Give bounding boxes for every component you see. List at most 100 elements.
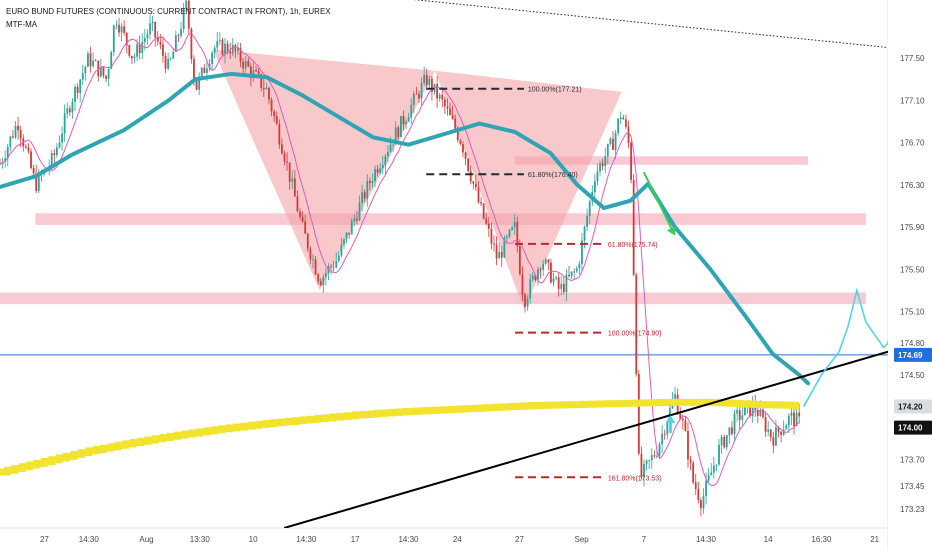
green-arrow [642, 171, 676, 236]
candle [640, 446, 643, 480]
candle [234, 43, 237, 59]
pattern-triangle-0 [213, 49, 436, 291]
candle [151, 15, 154, 32]
candle [635, 272, 638, 377]
candle-body [687, 431, 689, 460]
time-tick-label: 14:30 [296, 535, 317, 544]
indicator-label[interactable]: MTF-MA [6, 20, 38, 29]
candle-body [224, 43, 226, 55]
price-tick-label: 173.23 [900, 505, 925, 514]
candle-body [239, 48, 242, 62]
candle-body [446, 106, 449, 109]
candle-body [418, 93, 420, 99]
candle [622, 114, 625, 120]
candle [105, 75, 107, 83]
candle-body [146, 34, 149, 39]
price-tick-label: 176.30 [900, 181, 925, 190]
zone-1 [0, 292, 866, 305]
candle [464, 151, 467, 166]
candle-body [218, 39, 221, 41]
candle-body [405, 121, 407, 125]
candle [539, 267, 542, 279]
candle-body [247, 61, 250, 67]
candle [87, 50, 89, 68]
candle [177, 33, 180, 43]
candle [278, 119, 281, 149]
candle-body [570, 271, 573, 277]
candle [63, 104, 66, 142]
candle [487, 216, 490, 238]
candle-body [433, 83, 436, 92]
candle-body [599, 163, 601, 172]
price-tag-label: 174.20 [898, 403, 923, 412]
candle [14, 121, 17, 140]
candle-body [498, 251, 501, 259]
time-axis[interactable]: 27 14:30 Aug 13:30 10 14:30 17 14:30 24 27 Sep 7 14:… [40, 535, 880, 544]
candle-body [700, 500, 702, 509]
price-axis[interactable]: 177.50 177.10 176.70 176.30 175.90 175.50 175.… [888, 0, 932, 550]
candle [764, 411, 767, 437]
candle-body [6, 146, 9, 159]
candle-body [79, 79, 82, 94]
candle-body [177, 35, 180, 37]
candle [376, 164, 379, 177]
candle-body [242, 61, 245, 69]
candle [340, 237, 343, 258]
candle [661, 425, 664, 454]
candle-body [767, 429, 770, 432]
candle [472, 180, 475, 190]
candle-body [529, 279, 532, 299]
candle [518, 239, 521, 276]
candle [291, 170, 294, 189]
candle-body [617, 118, 620, 133]
candle-body [265, 87, 268, 90]
candle-body [216, 40, 219, 48]
candle [544, 257, 547, 266]
candle [324, 268, 327, 286]
candle-body [485, 218, 488, 224]
price-tag-grey[interactable]: 174.20 [894, 399, 932, 414]
candle [712, 456, 715, 479]
price-tag-blue[interactable]: 174.69 [894, 347, 932, 362]
candle-body [58, 142, 61, 148]
candle-body [340, 244, 343, 256]
candle-body [397, 127, 400, 138]
candle [526, 295, 529, 311]
candle-body [376, 169, 379, 173]
candle-body [389, 144, 392, 152]
candle [120, 23, 123, 42]
candle-body [24, 146, 27, 148]
candle [743, 406, 746, 416]
candle-body [281, 144, 283, 154]
candle [728, 427, 731, 444]
cyan-arrow [665, 415, 676, 433]
candle-body [296, 196, 299, 212]
candle-body [324, 273, 327, 278]
candle-body [462, 144, 464, 153]
candle [112, 24, 115, 56]
candle [218, 32, 221, 45]
candle-body [710, 472, 713, 476]
candle [632, 173, 635, 277]
time-tick-label: 17 [351, 535, 360, 544]
candle-body [423, 74, 426, 84]
candle-body [500, 251, 503, 258]
candle [89, 46, 92, 73]
price-tag-black[interactable]: 174.00 [894, 420, 932, 435]
candle-body [705, 480, 707, 497]
candle-body [604, 156, 607, 167]
candle [666, 421, 669, 440]
candle-body [76, 86, 79, 94]
candle [738, 404, 741, 430]
candle-body [19, 130, 22, 139]
candle-body [681, 419, 684, 421]
candle [198, 72, 201, 96]
candle-body [291, 178, 294, 182]
candle-body [601, 163, 604, 167]
candle-body [255, 70, 257, 72]
candle-body [314, 259, 317, 275]
candle-body [37, 173, 40, 191]
candle [332, 261, 335, 272]
fib-level-label-2: 61.80%(175.74) [608, 242, 658, 249]
